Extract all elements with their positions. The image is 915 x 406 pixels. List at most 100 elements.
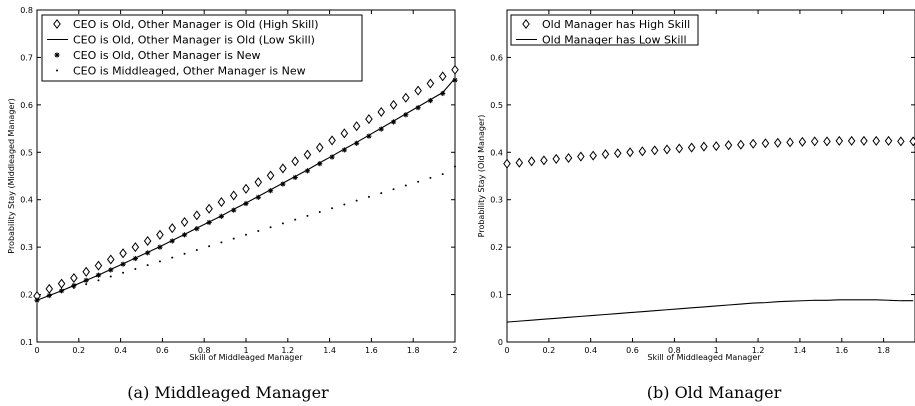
legend-entry: Old Manager has High Skill <box>522 18 690 31</box>
data-point <box>724 140 733 151</box>
data-point <box>48 294 51 297</box>
data-point <box>279 163 287 174</box>
data-point <box>266 170 275 181</box>
data-point <box>810 136 819 147</box>
x-tick-label: 0.6 <box>626 346 639 355</box>
y-tick-label: 0.5 <box>490 101 503 110</box>
data-point <box>205 203 213 214</box>
data-point <box>242 183 250 194</box>
data-point <box>60 290 63 293</box>
data-point <box>146 264 149 267</box>
series-4 <box>36 165 456 301</box>
legend-label: Old Manager has Low Skill <box>542 34 687 47</box>
data-point <box>304 168 311 174</box>
data-point <box>169 238 175 244</box>
legend-entry: CEO is Middleaged, Other Manager is New <box>56 65 306 78</box>
panel-a-legend: CEO is Old, Other Manager is Old (High S… <box>41 14 363 82</box>
data-point <box>119 248 127 259</box>
data-point <box>218 213 225 219</box>
x-tick-label: 1.6 <box>835 346 848 355</box>
data-point <box>72 286 75 289</box>
series-3 <box>34 77 458 303</box>
y-tick-label: 0.6 <box>490 53 503 62</box>
data-point <box>134 267 137 270</box>
data-point <box>392 188 395 191</box>
data-point <box>156 229 164 240</box>
data-point <box>280 181 286 187</box>
data-point <box>195 248 198 251</box>
data-point <box>193 210 201 221</box>
data-point <box>441 173 444 176</box>
data-point <box>97 279 100 282</box>
data-point <box>577 151 585 162</box>
y-tick-label: 0.8 <box>20 6 33 15</box>
data-point <box>292 174 298 181</box>
data-point <box>132 255 138 262</box>
legend-label: CEO is Middleaged, Other Manager is New <box>73 65 306 78</box>
data-point <box>108 267 114 273</box>
x-tick-label: 0 <box>34 346 39 355</box>
data-point <box>181 232 188 238</box>
data-point <box>183 252 186 255</box>
panel-b-axes-box <box>506 9 915 343</box>
data-point <box>377 106 386 118</box>
data-point <box>120 261 126 267</box>
y-tick-label: 0 <box>498 338 503 347</box>
legend-entry: Old Manager has Low Skill <box>516 34 687 47</box>
data-point <box>303 149 312 160</box>
data-point <box>158 260 161 263</box>
x-tick-label: 1 <box>243 346 248 355</box>
x-tick-label: 1.6 <box>365 346 378 355</box>
x-tick-label: 0.4 <box>584 346 597 355</box>
data-point <box>872 135 881 146</box>
data-point <box>220 241 223 244</box>
y-tick-label: 0.7 <box>20 53 33 62</box>
data-point <box>761 138 770 149</box>
data-point <box>798 136 807 147</box>
series-2 <box>506 299 914 323</box>
x-tick-label: 0.2 <box>72 346 85 355</box>
panel-b-caption: (b) Old Manager <box>647 383 782 402</box>
data-point <box>367 195 370 198</box>
x-tick-label: 1.2 <box>281 346 294 355</box>
legend-label: CEO is Old, Other Manager is Old (Low Sk… <box>73 34 315 47</box>
data-point <box>389 99 398 110</box>
legend-swatch <box>522 18 530 30</box>
panel-a-y-ticks: 0.1 0.2 0.3 0.4 0.5 0.6 0.7 0.8 <box>20 6 455 347</box>
series-line <box>506 299 914 323</box>
data-point <box>328 135 336 146</box>
legend-swatch <box>53 18 61 30</box>
x-tick-label: 0.8 <box>668 346 681 355</box>
legend-entry: CEO is Old, Other Manager is New <box>54 49 260 62</box>
panel-b-x-ticks: 0 0.2 0.4 0.6 0.8 1 1.2 1.4 1.6 1.8 <box>504 10 890 355</box>
data-point <box>823 136 831 147</box>
data-point <box>131 242 140 253</box>
data-point <box>675 143 684 154</box>
data-point <box>171 256 174 259</box>
data-point <box>749 138 757 149</box>
data-point <box>847 135 856 146</box>
data-point <box>414 85 422 96</box>
panel-a: 0 0.2 0.4 0.6 0.8 1 1.2 1.4 1.6 1.8 2 0.1 0.2 0.3 0.4… <box>7 6 459 402</box>
x-tick-label: 0 <box>504 346 509 355</box>
data-point <box>269 226 272 229</box>
data-point <box>257 230 260 233</box>
data-point <box>403 112 409 118</box>
y-tick-label: 0.2 <box>490 243 503 252</box>
data-point <box>232 237 235 240</box>
data-point <box>663 144 671 155</box>
data-point <box>245 233 247 236</box>
data-point <box>564 152 573 164</box>
data-point <box>206 219 212 226</box>
x-tick-label: 2 <box>452 346 457 355</box>
data-point <box>429 176 432 179</box>
data-point <box>355 199 358 202</box>
x-tick-label: 0.6 <box>156 346 169 355</box>
legend-label: CEO is Old, Other Manager is Old (High S… <box>73 18 319 31</box>
data-point <box>294 218 297 221</box>
data-point <box>415 105 421 111</box>
data-point <box>208 245 211 248</box>
panel-b-legend-box <box>510 14 699 46</box>
data-point <box>157 244 163 250</box>
